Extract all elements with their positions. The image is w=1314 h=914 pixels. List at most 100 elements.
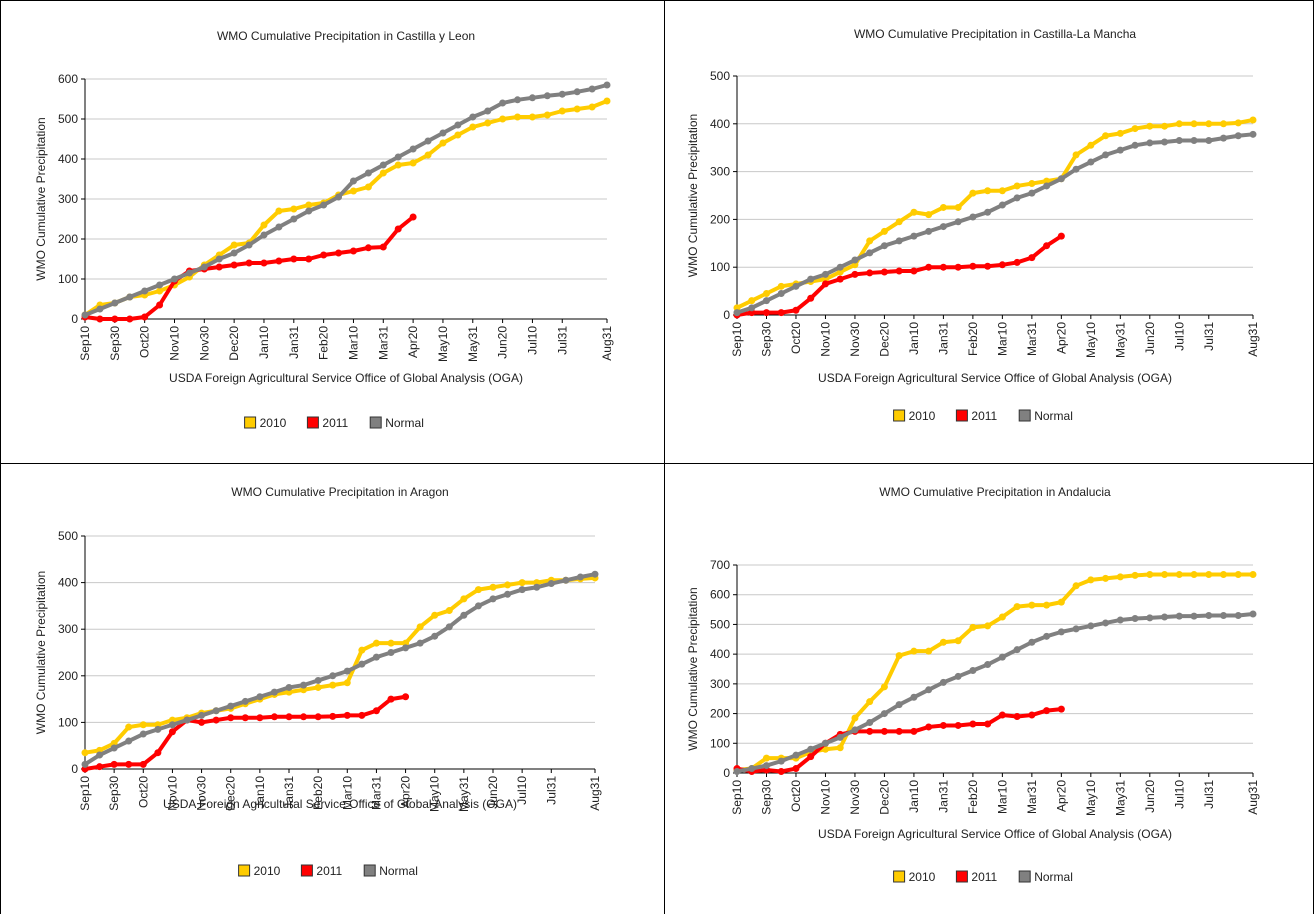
data-point xyxy=(439,139,447,147)
data-point xyxy=(416,623,424,631)
x-tick-label: May10 xyxy=(1084,322,1098,358)
x-tick-label: May10 xyxy=(428,776,442,812)
chart-title: WMO Cumulative Precipitation in Andaluci… xyxy=(879,485,1111,499)
y-tick-label: 300 xyxy=(710,677,730,691)
data-point xyxy=(984,622,992,630)
data-point xyxy=(603,81,611,89)
data-point xyxy=(762,309,770,317)
y-tick-label: 400 xyxy=(710,117,730,131)
data-point xyxy=(1013,603,1021,611)
data-point xyxy=(484,119,492,127)
x-tick-label: Apr20 xyxy=(399,776,413,808)
data-point xyxy=(156,287,164,295)
data-point xyxy=(576,573,584,581)
data-point xyxy=(416,639,424,647)
data-point xyxy=(241,714,249,722)
data-point xyxy=(807,753,815,761)
data-point xyxy=(558,107,566,115)
x-tick-label: Sep10 xyxy=(78,776,92,811)
data-point xyxy=(1220,612,1228,620)
data-point xyxy=(533,583,541,591)
y-axis-label: WMO Cumulative Precipitation xyxy=(34,117,48,280)
data-point xyxy=(543,92,551,100)
data-point xyxy=(1249,130,1257,138)
data-point xyxy=(343,711,351,719)
y-tick-label: 500 xyxy=(58,112,78,126)
data-point xyxy=(183,716,191,724)
y-tick-label: 300 xyxy=(58,192,78,206)
data-point xyxy=(372,653,380,661)
legend-swatch xyxy=(1018,409,1031,422)
data-point xyxy=(454,131,462,139)
x-tick-label: Nov10 xyxy=(818,780,832,815)
data-point xyxy=(1190,612,1198,620)
data-point xyxy=(880,242,888,250)
y-tick-label: 200 xyxy=(58,232,78,246)
x-tick-label: Jul31 xyxy=(555,326,569,355)
data-point xyxy=(241,697,249,705)
data-point xyxy=(792,282,800,290)
data-point xyxy=(925,211,933,219)
data-point xyxy=(139,730,147,738)
x-tick-label: May31 xyxy=(457,776,471,812)
data-point xyxy=(1028,638,1036,646)
y-tick-label: 500 xyxy=(58,529,78,543)
data-point xyxy=(484,107,492,115)
data-point xyxy=(836,263,844,271)
data-point xyxy=(212,707,220,715)
x-tick-label: Feb20 xyxy=(966,780,980,814)
data-point xyxy=(1175,137,1183,145)
data-point xyxy=(984,187,992,195)
legend-swatch xyxy=(955,870,968,883)
data-point xyxy=(866,249,874,257)
data-point xyxy=(1072,625,1080,633)
data-point xyxy=(358,660,366,668)
data-point xyxy=(305,207,313,215)
x-tick-label: Oct20 xyxy=(136,776,150,808)
data-point xyxy=(81,749,89,757)
data-point xyxy=(230,241,238,249)
data-point xyxy=(474,602,482,610)
data-point xyxy=(349,247,357,255)
x-tick-label: Mar31 xyxy=(1025,780,1039,814)
data-point xyxy=(409,159,417,167)
chart: WMO Cumulative Precipitation in Castilla… xyxy=(686,27,1260,423)
data-point xyxy=(895,701,903,709)
data-point xyxy=(910,232,918,240)
data-point xyxy=(1043,242,1051,250)
data-point xyxy=(81,760,89,768)
x-tick-label: Nov10 xyxy=(165,776,179,811)
data-point xyxy=(748,765,756,773)
data-point xyxy=(125,760,133,768)
data-point xyxy=(285,683,293,691)
data-point xyxy=(320,201,328,209)
data-point xyxy=(733,768,741,776)
data-point xyxy=(880,227,888,235)
data-point xyxy=(424,151,432,159)
x-tick-label: Sep10 xyxy=(730,322,744,357)
data-point xyxy=(141,287,149,295)
data-point xyxy=(547,580,555,588)
legend-label: 2010 xyxy=(260,416,287,430)
data-point xyxy=(1116,616,1124,624)
data-point xyxy=(588,103,596,111)
data-point xyxy=(499,99,507,107)
data-point xyxy=(910,267,918,275)
data-point xyxy=(851,256,859,264)
data-point xyxy=(1013,182,1021,190)
data-point xyxy=(329,681,337,689)
data-point xyxy=(1205,612,1213,620)
data-point xyxy=(748,304,756,312)
data-point xyxy=(111,315,119,323)
data-point xyxy=(387,695,395,703)
data-point xyxy=(910,208,918,216)
data-point xyxy=(256,693,264,701)
data-point xyxy=(880,683,888,691)
x-tick-label: Feb20 xyxy=(311,776,325,810)
x-tick-label: Jul31 xyxy=(1202,322,1216,351)
data-point xyxy=(1220,571,1228,579)
x-tick-label: Sep30 xyxy=(759,322,773,357)
x-tick-label: Mar31 xyxy=(376,326,390,360)
data-point xyxy=(126,293,134,301)
